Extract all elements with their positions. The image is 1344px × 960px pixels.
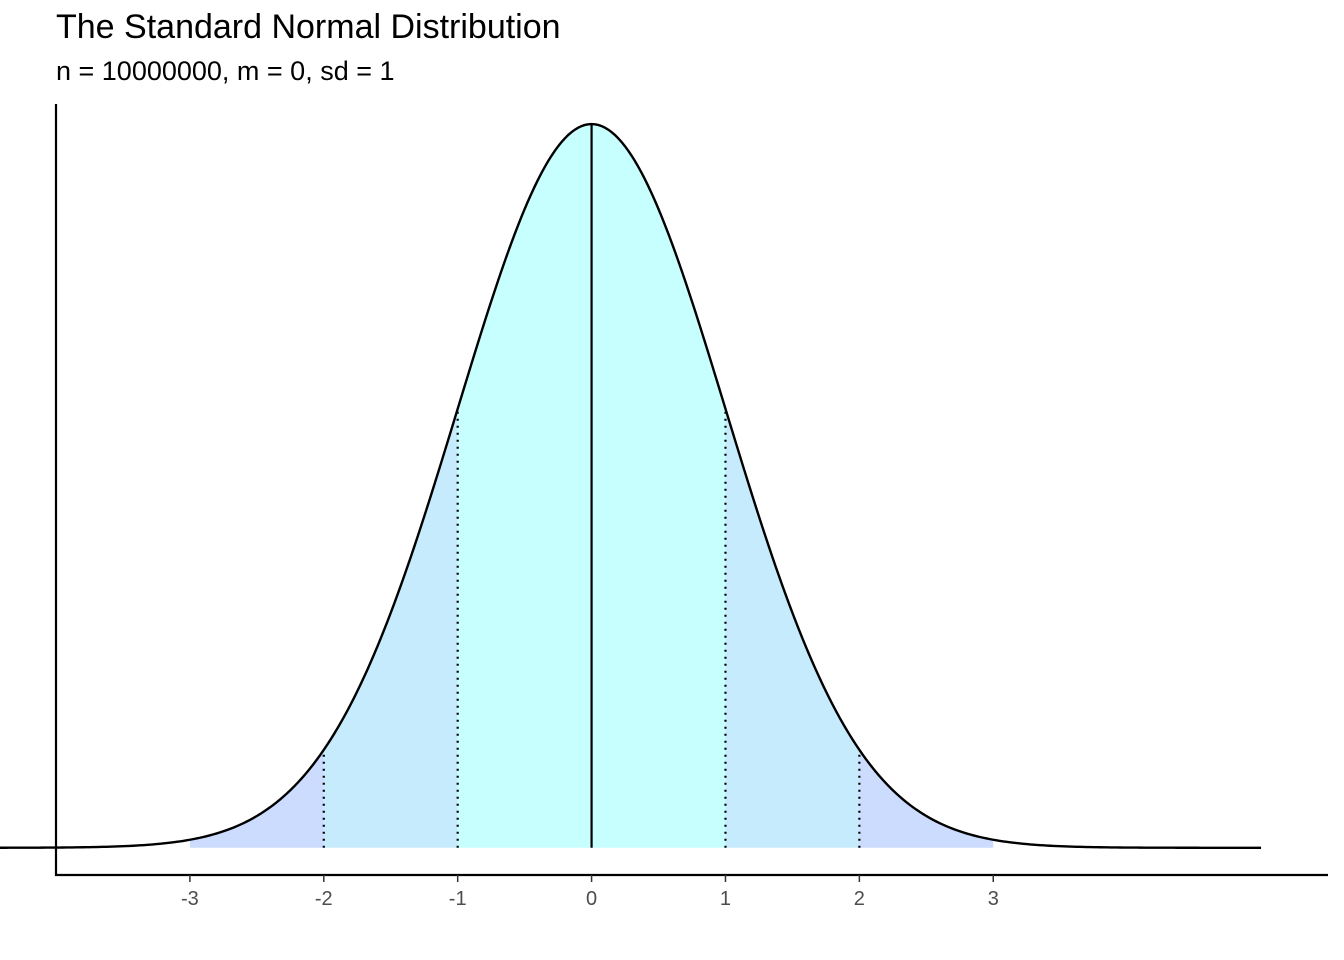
x-tick-label-1: -2: [315, 888, 333, 910]
density-curve: [0, 122, 1262, 849]
chart-subtitle: n = 10000000, m = 0, sd = 1: [56, 56, 395, 86]
shaded-region-4: [859, 749, 994, 848]
x-tick-label-6: 3: [988, 888, 999, 910]
x-tick-label-0: -3: [181, 888, 199, 910]
x-tick-label-3: 0: [586, 888, 597, 910]
chart-title: The Standard Normal Distribution: [56, 8, 561, 46]
x-tick-label-5: 2: [854, 888, 865, 910]
x-ticks: -3 -2 -1 0 1 2 3: [181, 875, 999, 910]
x-tick-label-4: 1: [720, 888, 731, 910]
shaded-region-0: [189, 749, 324, 848]
axes: [54, 104, 1328, 877]
x-tick-label-2: -1: [449, 888, 467, 910]
density-curve-group: [0, 122, 1262, 849]
sd-lines: [322, 408, 861, 848]
